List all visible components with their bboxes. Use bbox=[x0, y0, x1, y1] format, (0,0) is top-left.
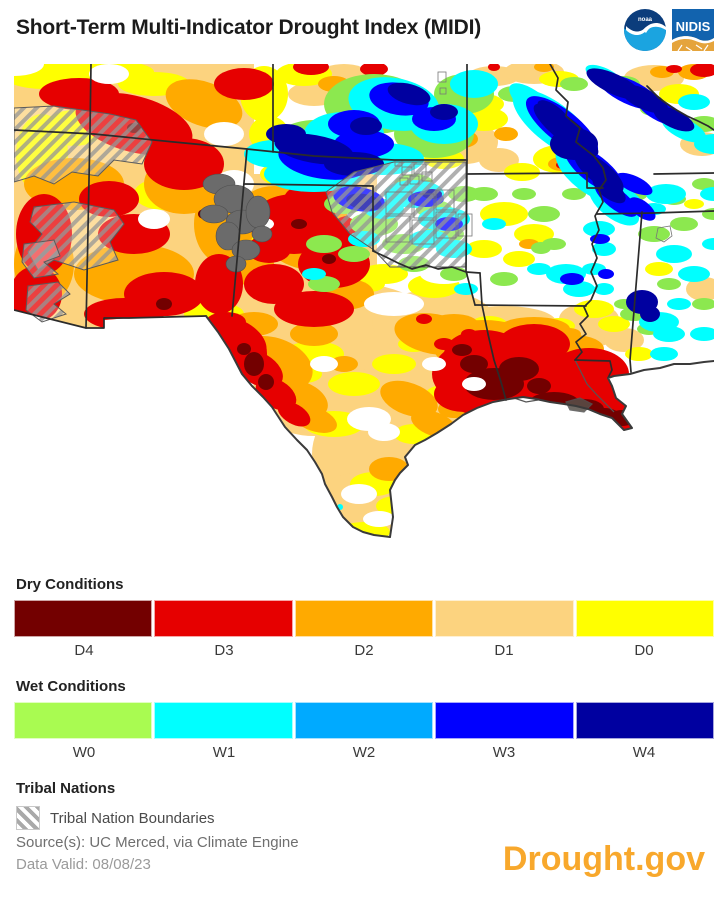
nm-small-hatch-2 bbox=[25, 281, 71, 323]
svg-text:NIDIS: NIDIS bbox=[676, 19, 711, 34]
legend-swatch-d2 bbox=[294, 600, 434, 637]
wet-legend-bar bbox=[14, 702, 715, 739]
rio-grande-border bbox=[205, 315, 391, 538]
drought-map bbox=[13, 63, 715, 545]
data-valid-text: Data Valid: 08/08/23 bbox=[16, 856, 151, 873]
dry-legend-labels: D4 D3 D2 D1 D0 bbox=[14, 642, 714, 659]
tribal-legend-row: Tribal Nation Boundaries bbox=[16, 806, 215, 830]
legend-swatch-d4 bbox=[14, 600, 153, 637]
gulf-coastline bbox=[389, 360, 715, 538]
legend-swatch-d0 bbox=[575, 600, 715, 637]
dry-conditions-heading: Dry Conditions bbox=[16, 576, 124, 593]
legend-label-d3: D3 bbox=[214, 642, 234, 659]
legend-label-d2: D2 bbox=[354, 642, 374, 659]
legend-swatch-w2 bbox=[294, 702, 434, 739]
tribal-nations-heading: Tribal Nations bbox=[16, 780, 116, 797]
legend-swatch-w1 bbox=[154, 702, 293, 739]
header: Short-Term Multi-Indicator Drought Index… bbox=[0, 0, 723, 64]
legend-label-d1: D1 bbox=[494, 642, 514, 659]
legend-label-w0: W0 bbox=[72, 744, 96, 761]
legend-label-d0: D0 bbox=[634, 642, 654, 659]
legend-swatch-w0 bbox=[14, 702, 153, 739]
legend-swatch-d1 bbox=[435, 600, 574, 637]
oklahoma-county-lines bbox=[385, 71, 673, 245]
dry-legend-bar bbox=[14, 600, 715, 637]
legend-label-w2: W2 bbox=[352, 744, 376, 761]
legend-swatch-w3 bbox=[435, 702, 574, 739]
page-title: Short-Term Multi-Indicator Drought Index… bbox=[16, 16, 482, 39]
wet-conditions-heading: Wet Conditions bbox=[16, 678, 126, 695]
legend-swatch-w4 bbox=[575, 702, 715, 739]
drought-gov-brand[interactable]: Drought.gov bbox=[502, 840, 705, 878]
tribal-hatch-swatch-icon bbox=[16, 806, 40, 830]
wet-legend-labels: W0 W1 W2 W3 W4 bbox=[14, 744, 714, 761]
svg-text:noaa: noaa bbox=[638, 17, 653, 23]
logo-group: noaa NIDIS bbox=[624, 9, 714, 51]
navajo-hatch bbox=[13, 105, 153, 185]
legend-swatch-d3 bbox=[154, 600, 293, 637]
midi-map-svg bbox=[13, 63, 715, 538]
coastline-borders bbox=[205, 315, 715, 538]
nm-small-hatch-1 bbox=[21, 239, 61, 279]
noaa-logo-icon: noaa bbox=[624, 9, 666, 51]
legend-label-w1: W1 bbox=[212, 744, 236, 761]
state-borders bbox=[13, 63, 715, 401]
tribal-legend-label: Tribal Nation Boundaries bbox=[50, 809, 215, 827]
oklahoma-hatch bbox=[325, 161, 467, 268]
legend-label-w3: W3 bbox=[492, 744, 516, 761]
no-data-gray-blobs bbox=[199, 173, 273, 273]
nidis-logo-icon: NIDIS bbox=[672, 9, 714, 51]
source-text: Source(s): UC Merced, via Climate Engine bbox=[16, 834, 299, 851]
legend-label-d4: D4 bbox=[74, 642, 94, 659]
legend-label-w4: W4 bbox=[632, 744, 656, 761]
tribal-hatch-areas bbox=[13, 105, 467, 323]
